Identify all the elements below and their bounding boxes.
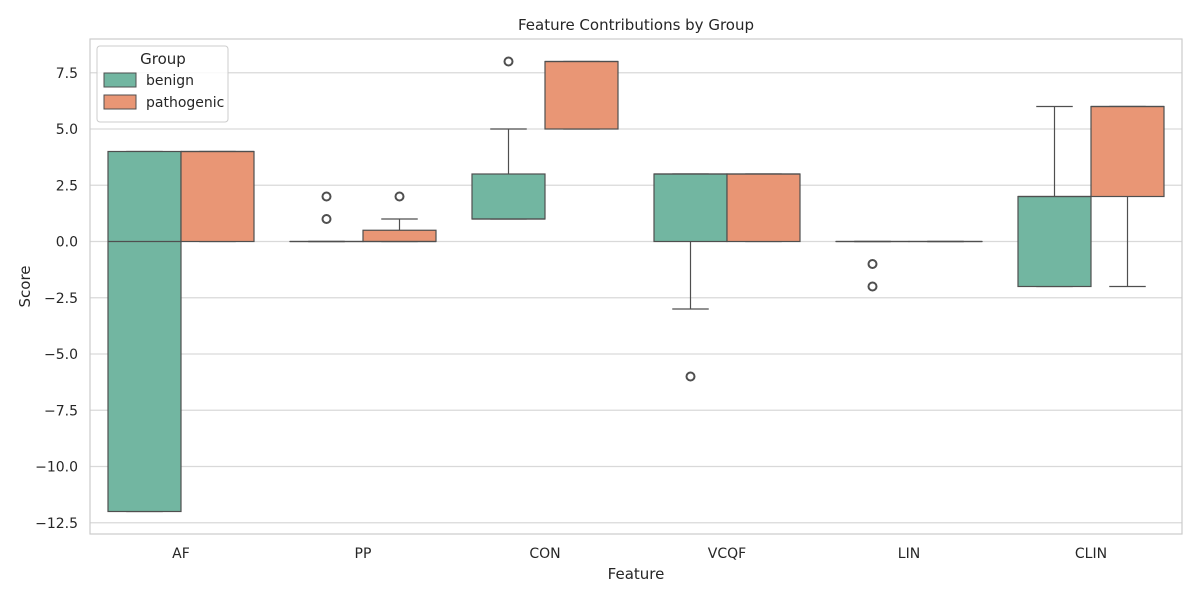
y-tick-label: 0.0 xyxy=(56,235,78,251)
x-tick-labels: AF PP CON VCQF LIN CLIN xyxy=(172,546,1107,562)
box-pathogenic-pp xyxy=(362,191,437,243)
boxes xyxy=(107,56,1165,513)
box-benign-vcqf xyxy=(653,173,728,382)
outlier-point xyxy=(394,191,405,202)
y-tick-label: −2.5 xyxy=(44,291,78,307)
outlier-point xyxy=(685,371,696,382)
grid-lines xyxy=(90,72,1182,524)
box-pathogenic-clin xyxy=(1090,105,1165,288)
y-tick-label: −5.0 xyxy=(44,347,78,363)
box-body xyxy=(726,173,801,243)
y-axis-label: Score xyxy=(16,265,34,307)
box-body xyxy=(653,173,728,243)
legend-swatch-benign xyxy=(103,72,137,88)
legend-label-benign: benign xyxy=(146,73,194,89)
outlier-point xyxy=(867,281,878,292)
box-body xyxy=(107,150,182,513)
box-benign-con xyxy=(471,56,546,220)
x-axis-label: Feature xyxy=(608,565,665,583)
box-body xyxy=(544,60,619,130)
box-body xyxy=(362,229,437,243)
box-body xyxy=(1090,105,1165,198)
y-tick-labels: 7.5 5.0 2.5 0.0 −2.5 −5.0 −7.5 −10.0 −12.5 xyxy=(35,66,78,532)
y-tick-label: 2.5 xyxy=(56,178,78,194)
y-tick-label: −10.0 xyxy=(35,460,78,476)
legend: Group benign pathogenic xyxy=(96,45,229,123)
y-tick-label: 5.0 xyxy=(56,122,78,138)
outlier-point xyxy=(503,56,514,67)
box-pathogenic-af xyxy=(180,150,255,243)
plot-frame xyxy=(89,38,1183,535)
box-body xyxy=(1017,195,1092,288)
box-benign-clin xyxy=(1017,105,1092,288)
outlier-point xyxy=(867,259,878,269)
x-tick-label: CON xyxy=(529,546,560,562)
y-tick-label: −12.5 xyxy=(35,516,78,532)
x-tick-label: CLIN xyxy=(1075,546,1107,562)
x-tick-label: VCQF xyxy=(708,546,746,562)
legend-title: Group xyxy=(140,50,186,68)
x-tick-label: PP xyxy=(355,546,372,562)
y-tick-label: −7.5 xyxy=(44,403,78,419)
box-pathogenic-con xyxy=(544,60,619,130)
box-body xyxy=(180,150,255,243)
legend-label-pathogenic: pathogenic xyxy=(146,95,224,111)
box-benign-lin xyxy=(835,240,910,292)
outlier-point xyxy=(321,191,332,202)
box-body xyxy=(471,173,546,220)
outlier-point xyxy=(321,214,332,224)
box-pathogenic-vcqf xyxy=(726,173,801,243)
box-benign-af xyxy=(107,150,182,513)
x-tick-label: AF xyxy=(172,546,190,562)
box-benign-pp xyxy=(289,191,364,243)
chart-title: Feature Contributions by Group xyxy=(518,16,754,34)
legend-swatch-pathogenic xyxy=(103,94,137,110)
x-tick-label: LIN xyxy=(898,546,920,562)
y-tick-label: 7.5 xyxy=(56,66,78,82)
